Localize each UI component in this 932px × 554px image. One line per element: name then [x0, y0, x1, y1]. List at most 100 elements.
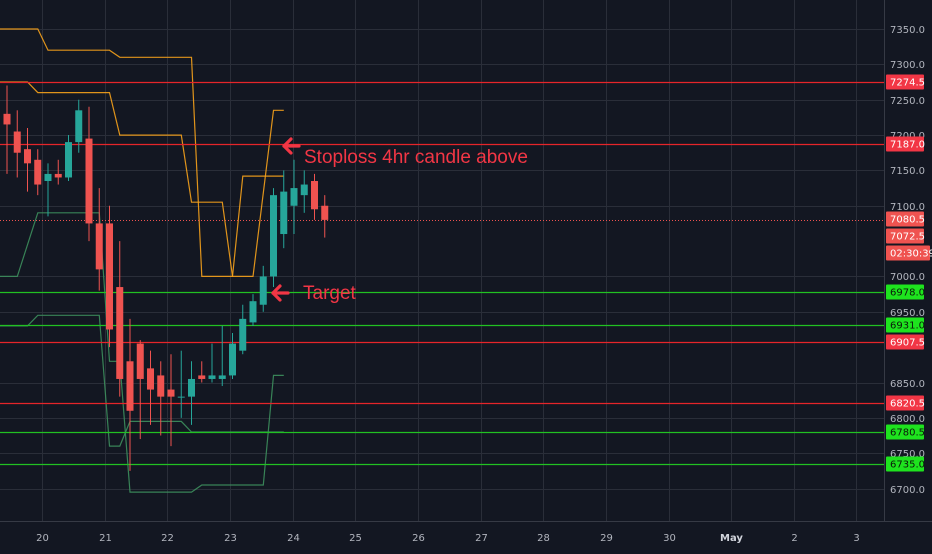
- price-badge-label: 6780.5: [890, 428, 925, 439]
- price-tick-label: 7350.0: [890, 25, 925, 36]
- candle[interactable]: [167, 354, 175, 447]
- price-tick-label: 6800.0: [890, 414, 925, 425]
- candle-body[interactable]: [259, 276, 267, 305]
- date-axis[interactable]: 20 21 22 23 24 25 26 27 28 29 30 May 2 3: [36, 533, 860, 544]
- candle-body[interactable]: [65, 142, 72, 178]
- candle[interactable]: [147, 350, 154, 425]
- candle-body[interactable]: [218, 375, 226, 379]
- price-badge: 7080.5: [886, 211, 925, 227]
- candle-body[interactable]: [3, 113, 11, 125]
- candle[interactable]: [229, 333, 236, 379]
- price-badge-bg: [886, 136, 924, 152]
- candle[interactable]: [188, 361, 195, 425]
- candle-body[interactable]: [136, 343, 144, 379]
- candle[interactable]: [13, 110, 21, 178]
- annotation-stoploss[interactable]: Stoploss 4hr candle above: [304, 147, 528, 168]
- price-badge-bg: [886, 211, 924, 227]
- candle-body[interactable]: [300, 184, 308, 196]
- price-badge-label: 6907.5: [890, 338, 925, 349]
- price-badge-label: 7072.5: [890, 232, 925, 243]
- price-badge-bg: [886, 334, 924, 350]
- candle[interactable]: [280, 170, 288, 249]
- candle[interactable]: [136, 340, 144, 440]
- candle-body[interactable]: [321, 205, 329, 220]
- candle-body[interactable]: [290, 188, 298, 206]
- candle-body[interactable]: [177, 396, 185, 398]
- candle[interactable]: [54, 159, 62, 185]
- candle-body[interactable]: [54, 173, 62, 178]
- candle-body[interactable]: [198, 375, 206, 379]
- candle-body[interactable]: [147, 368, 154, 390]
- candle[interactable]: [75, 99, 83, 153]
- candle[interactable]: [34, 149, 42, 196]
- candle-body[interactable]: [44, 173, 52, 182]
- price-badge-label: 7274.5: [890, 78, 925, 89]
- date-tick-label: 22: [161, 533, 174, 544]
- candle-body[interactable]: [208, 375, 216, 379]
- candle[interactable]: [321, 195, 329, 238]
- annotations[interactable]: Stoploss 4hr candle above Target: [271, 137, 528, 304]
- date-tick-label: 30: [663, 533, 676, 544]
- price-badge: 7072.5: [886, 228, 925, 244]
- candle-body[interactable]: [270, 195, 277, 277]
- candle[interactable]: [270, 188, 277, 288]
- candle-body[interactable]: [85, 138, 93, 224]
- candle[interactable]: [24, 127, 31, 192]
- price-badges: 7274.5 7187.0 6978.0 6931.0 6907.5 6820.5 6780…: [886, 74, 932, 472]
- candle-body[interactable]: [249, 301, 257, 323]
- annotation-target[interactable]: Target: [303, 283, 357, 304]
- candle[interactable]: [259, 265, 267, 312]
- candle[interactable]: [300, 170, 308, 213]
- candles[interactable]: [3, 85, 329, 471]
- candle[interactable]: [106, 205, 113, 348]
- candle-body[interactable]: [24, 149, 31, 164]
- candle-body[interactable]: [280, 191, 288, 235]
- horizontal-levels[interactable]: [0, 81, 884, 466]
- candle[interactable]: [290, 159, 298, 235]
- candle-body[interactable]: [106, 223, 113, 330]
- candle-body[interactable]: [311, 181, 318, 210]
- candle-body[interactable]: [157, 375, 165, 397]
- candle-body[interactable]: [167, 389, 175, 397]
- candle[interactable]: [311, 173, 318, 220]
- date-tick-label: 20: [36, 533, 49, 544]
- candle[interactable]: [239, 304, 247, 355]
- candle[interactable]: [177, 350, 185, 418]
- date-tick-label: 3: [853, 533, 859, 544]
- candle[interactable]: [44, 163, 52, 217]
- candle-body[interactable]: [13, 131, 21, 153]
- price-tick-label: 7100.0: [890, 202, 925, 213]
- candle-body[interactable]: [75, 110, 83, 143]
- price-tick-label: 7000.0: [890, 272, 925, 283]
- price-badge-label: 6820.5: [890, 399, 925, 410]
- candle-body[interactable]: [116, 287, 124, 379]
- candle[interactable]: [198, 361, 206, 383]
- price-badge-label: 02:30:39: [890, 249, 932, 260]
- candle[interactable]: [65, 135, 72, 182]
- candle[interactable]: [95, 188, 103, 291]
- candle[interactable]: [85, 106, 93, 242]
- candle-body[interactable]: [34, 159, 42, 185]
- candle-body[interactable]: [188, 378, 195, 397]
- candle[interactable]: [116, 241, 124, 397]
- price-badge: 6978.0: [886, 284, 925, 300]
- arrow-left-icon[interactable]: [282, 137, 301, 155]
- candle[interactable]: [208, 343, 216, 383]
- candle[interactable]: [249, 294, 257, 326]
- candle-body[interactable]: [229, 343, 236, 376]
- candle-body[interactable]: [239, 318, 247, 351]
- candle[interactable]: [3, 85, 11, 174]
- date-tick-label: 21: [99, 533, 112, 544]
- candle[interactable]: [218, 325, 226, 387]
- candle[interactable]: [126, 318, 134, 471]
- candle-body[interactable]: [95, 223, 103, 270]
- candle-body[interactable]: [126, 361, 134, 411]
- candle[interactable]: [157, 361, 165, 436]
- price-badge: 6735.0: [886, 456, 925, 472]
- arrow-left-icon[interactable]: [271, 284, 290, 302]
- price-tick-label: 7250.0: [890, 96, 925, 107]
- price-badge-bg: [886, 74, 924, 90]
